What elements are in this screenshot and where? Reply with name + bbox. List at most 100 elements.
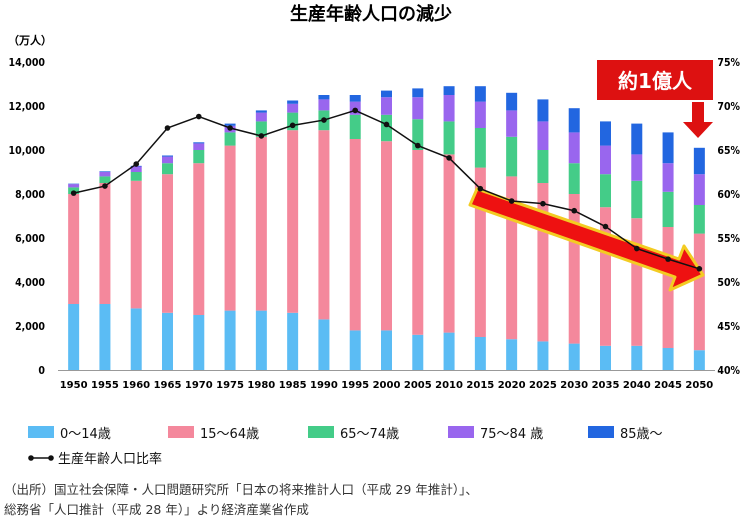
bar-2035-s2	[600, 174, 611, 208]
bar-1990-s0	[318, 319, 330, 370]
ratio-point-1980	[258, 133, 265, 139]
bar-2030-s3	[568, 132, 580, 164]
x-tick-label-1970: 1970	[185, 380, 213, 391]
bar-1960-s1	[130, 180, 142, 309]
bar-1955-s1	[99, 183, 111, 304]
bar-2030-s0	[568, 343, 580, 370]
bar-2015-s2	[474, 128, 486, 168]
bar-2000-s1	[381, 141, 392, 331]
bar-2040-s3	[631, 154, 643, 181]
y-left-axis: 0 2,000 4,000 6,000 8,000 10,000 12,000 14,000	[9, 57, 46, 377]
callout-arrow-icon	[683, 102, 713, 138]
bar-2015-s1	[474, 167, 486, 337]
bar-stack-1970	[193, 142, 205, 370]
ratio-point-2035	[602, 223, 609, 230]
ratio-point-2010	[446, 155, 452, 161]
bar-1960-s0	[130, 308, 142, 370]
bar-1970-s1	[193, 163, 205, 315]
ratio-point-1990	[321, 117, 327, 123]
bar-2025-s2	[537, 150, 549, 183]
bar-1970-s3	[193, 143, 205, 150]
bar-2030-s1	[568, 194, 580, 344]
y-right-tick-label: 40%	[717, 365, 740, 377]
bar-1995-s4	[349, 95, 361, 102]
x-axis-ticks: 1950 1955 1960 1965 1970 1975 1980 1985 1990 1995…	[60, 380, 714, 391]
x-tick-label-1965: 1965	[154, 380, 182, 391]
ratio-point-2050	[696, 266, 703, 272]
x-tick-label-2045: 2045	[654, 380, 682, 391]
bar-1970-s4	[193, 142, 205, 144]
bar-1985-s2	[287, 112, 299, 131]
bar-stack-2005	[412, 88, 424, 370]
bar-2020-s1	[506, 176, 518, 340]
ratio-point-1950	[70, 190, 77, 196]
y-left-tick-label: 2,000	[15, 321, 45, 333]
source-line-2: 総務省「人口推計（平成 28 年）」より経済産業省作成	[4, 502, 309, 517]
y-right-axis: 40% 45% 50% 55% 60% 65% 70% 75%	[717, 57, 740, 377]
legend: 0〜14歳 15〜64歳 65〜74歳 75〜84 歳 85歳〜	[28, 421, 728, 467]
bar-2010-s0	[443, 332, 455, 370]
legend-swatch-15-64	[168, 426, 194, 438]
bar-2020-s2	[506, 136, 518, 177]
x-tick-label-2015: 2015	[466, 380, 494, 391]
bar-2035-s1	[600, 207, 611, 346]
y-right-tick-label: 65%	[717, 145, 740, 157]
bar-stack-2020	[506, 92, 518, 370]
x-tick-label-2000: 2000	[373, 380, 401, 391]
bar-1975-s2	[224, 132, 236, 146]
bar-1965-s0	[162, 312, 173, 370]
bar-1985-s1	[287, 130, 299, 313]
bar-stack-1975	[224, 123, 236, 370]
callout: 約1億人	[597, 60, 713, 138]
x-tick-label-2005: 2005	[404, 380, 432, 391]
legend-label-ratio-line: 生産年齢人口比率	[58, 452, 163, 467]
bar-1950-s0	[68, 304, 80, 370]
bar-2015-s0	[474, 337, 486, 370]
bar-2010-s3	[443, 95, 455, 122]
y-left-tick-label: 10,000	[9, 145, 46, 157]
legend-item-0-14: 0〜14歳	[28, 423, 168, 442]
x-tick-label-2030: 2030	[560, 380, 588, 391]
y-right-tick-label: 55%	[717, 233, 740, 245]
bar-1985-s4	[287, 100, 299, 104]
bar-1985-s0	[287, 312, 299, 370]
bar-2000-s0	[381, 330, 392, 370]
bar-2000-s4	[381, 90, 392, 98]
legend-swatch-0-14	[28, 426, 54, 438]
legend-swatch-85-plus	[588, 426, 614, 438]
legend-label-0-14: 0〜14歳	[60, 426, 111, 442]
x-tick-label-2035: 2035	[592, 380, 620, 391]
source-note: （出所）国立社会保障・人口問題研究所「日本の将来推計人口（平成 29 年推計）」…	[4, 480, 478, 520]
bar-2045-s3	[662, 163, 674, 192]
bar-2040-s2	[631, 180, 643, 219]
ratio-point-2040	[633, 245, 640, 252]
bar-1965-s3	[162, 156, 173, 164]
bar-2025-s3	[537, 121, 549, 150]
ratio-point-2025	[540, 200, 546, 207]
ratio-point-2030	[571, 207, 578, 214]
legend-label-75-84: 75〜84 歳	[480, 426, 544, 442]
legend-swatch-65-74	[308, 426, 334, 438]
legend-item-75-84: 75〜84 歳	[448, 423, 588, 442]
legend-label-65-74: 65〜74歳	[340, 426, 400, 442]
bar-stack-1965	[162, 155, 173, 370]
source-line-1: （出所）国立社会保障・人口問題研究所「日本の将来推計人口（平成 29 年推計）」…	[4, 482, 478, 497]
bar-2035-s0	[600, 345, 611, 370]
bar-2035-s4	[600, 121, 611, 146]
bar-1965-s4	[162, 155, 173, 157]
legend-item-85-plus: 85歳〜	[588, 423, 728, 442]
bar-1980-s4	[255, 110, 267, 113]
bar-stack-1980	[255, 110, 267, 370]
bar-1970-s2	[193, 150, 205, 164]
legend-item-65-74: 65〜74歳	[308, 423, 448, 442]
bar-2025-s1	[537, 183, 549, 342]
ratio-point-1985	[289, 122, 296, 129]
bar-2030-s2	[568, 163, 580, 194]
bar-1990-s1	[318, 130, 330, 320]
bar-2025-s4	[537, 99, 549, 122]
x-tick-label-2050: 2050	[685, 380, 713, 391]
bar-1950-s1	[68, 194, 80, 304]
bar-stack-2035	[600, 121, 611, 370]
bar-stack-1985	[287, 100, 299, 370]
